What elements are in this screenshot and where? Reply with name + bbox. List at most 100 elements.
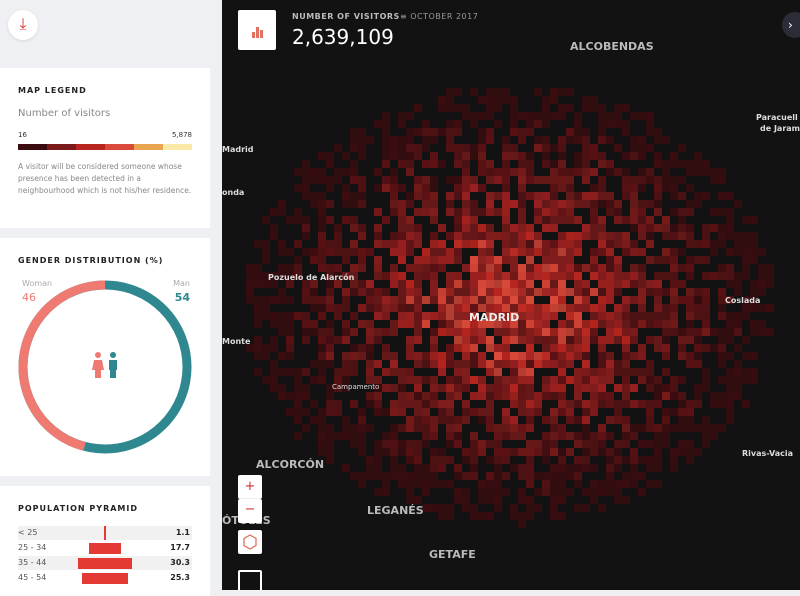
heat-cell xyxy=(254,304,262,312)
legend-swatch xyxy=(105,144,134,150)
heat-cell xyxy=(710,328,718,336)
heat-cell xyxy=(742,312,750,320)
heat-cell xyxy=(414,224,422,232)
heat-cell xyxy=(558,160,566,168)
heat-cell xyxy=(358,280,366,288)
heat-cell xyxy=(582,376,590,384)
heat-cell xyxy=(590,144,598,152)
heat-cell xyxy=(598,288,606,296)
heat-cell xyxy=(734,328,742,336)
heat-cell xyxy=(334,400,342,408)
heat-cell xyxy=(694,384,702,392)
heat-cell xyxy=(446,232,454,240)
heat-cell xyxy=(478,112,486,120)
heat-cell xyxy=(558,488,566,496)
gender-title: GENDER DISTRIBUTION (%) xyxy=(18,256,164,265)
chart-toggle-button[interactable] xyxy=(238,10,276,50)
heat-cell xyxy=(486,232,494,240)
heat-cell xyxy=(478,408,486,416)
heat-cell xyxy=(502,456,510,464)
heat-cell xyxy=(526,416,534,424)
heat-cell xyxy=(550,216,558,224)
heat-cell xyxy=(454,120,462,128)
heat-cell xyxy=(534,408,542,416)
heat-cell xyxy=(678,208,686,216)
heat-cell xyxy=(398,320,406,328)
heat-cell xyxy=(334,272,342,280)
map[interactable]: NUMBER OF VISITORS ≡ OCTOBER 2017 2,639,… xyxy=(222,0,800,590)
heat-cell xyxy=(534,360,542,368)
heat-cell xyxy=(422,272,430,280)
zoom-in-button[interactable]: + xyxy=(238,475,262,499)
heat-cell xyxy=(582,504,590,512)
heat-cell xyxy=(470,208,478,216)
heat-cell xyxy=(494,264,502,272)
heat-cell xyxy=(518,160,526,168)
download-button[interactable]: ⤓ xyxy=(8,10,38,40)
heat-cell xyxy=(406,128,414,136)
heat-cell xyxy=(550,208,558,216)
heat-cell xyxy=(606,248,614,256)
heat-cell xyxy=(726,336,734,344)
heat-cell xyxy=(350,368,358,376)
heat-cell xyxy=(694,448,702,456)
heat-cell xyxy=(582,384,590,392)
heat-cell xyxy=(622,344,630,352)
heat-cell xyxy=(374,304,382,312)
heat-cell xyxy=(534,312,542,320)
heat-cell xyxy=(390,152,398,160)
heat-cell xyxy=(750,320,758,328)
heat-cell xyxy=(438,512,446,520)
heat-cell xyxy=(534,272,542,280)
heat-cell xyxy=(694,168,702,176)
heat-cell xyxy=(502,472,510,480)
expand-panel-button[interactable]: › xyxy=(782,12,800,38)
heat-cell xyxy=(550,344,558,352)
zoom-out-button[interactable]: − xyxy=(238,499,262,523)
heat-cell xyxy=(678,416,686,424)
heat-cell xyxy=(494,496,502,504)
heat-cell xyxy=(494,312,502,320)
heat-cell xyxy=(502,352,510,360)
heat-cell xyxy=(510,336,518,344)
3d-view-button[interactable] xyxy=(238,530,262,554)
heat-cell xyxy=(542,392,550,400)
heat-cell xyxy=(318,200,326,208)
woman-label: Woman xyxy=(22,279,53,288)
heat-cell xyxy=(510,96,518,104)
heat-cell xyxy=(614,464,622,472)
heat-cell xyxy=(558,248,566,256)
heat-cell xyxy=(462,192,470,200)
heat-cell xyxy=(358,144,366,152)
heat-cell xyxy=(494,360,502,368)
heat-cell xyxy=(294,368,302,376)
heat-cell xyxy=(614,400,622,408)
basemap-toggle-button[interactable] xyxy=(238,570,262,590)
heat-cell xyxy=(598,280,606,288)
heat-cell xyxy=(470,280,478,288)
heat-cell xyxy=(614,360,622,368)
heat-cell xyxy=(654,152,662,160)
heat-cell xyxy=(646,400,654,408)
heat-cell xyxy=(334,432,342,440)
heat-cell xyxy=(654,344,662,352)
heat-cell xyxy=(342,376,350,384)
heat-cell xyxy=(510,328,518,336)
heat-cell xyxy=(670,280,678,288)
heat-cell xyxy=(534,208,542,216)
pyramid-bar xyxy=(82,573,128,584)
heat-cell xyxy=(542,104,550,112)
heat-cell xyxy=(662,312,670,320)
heat-cell xyxy=(470,304,478,312)
heat-cell xyxy=(646,112,654,120)
heat-cell xyxy=(510,360,518,368)
heat-cell xyxy=(326,160,334,168)
heat-cell xyxy=(742,376,750,384)
heat-cell xyxy=(542,312,550,320)
heat-cell xyxy=(542,448,550,456)
period[interactable]: ≡ OCTOBER 2017 xyxy=(400,12,478,21)
heat-cell xyxy=(278,312,286,320)
heat-cell xyxy=(654,440,662,448)
heat-cell xyxy=(582,96,590,104)
heat-cell xyxy=(318,232,326,240)
